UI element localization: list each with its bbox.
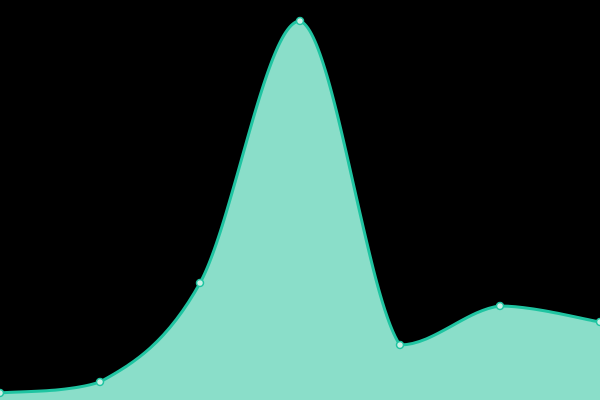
- data-point-marker-0[interactable]: [0, 388, 5, 398]
- data-point-marker-2[interactable]: [195, 278, 205, 288]
- area-fill-path: [0, 21, 600, 400]
- data-point-marker-4[interactable]: [395, 340, 405, 350]
- data-point-marker-5[interactable]: [495, 301, 505, 311]
- data-point-markers: [0, 16, 600, 398]
- data-point-marker-1[interactable]: [95, 377, 105, 387]
- data-point-marker-3[interactable]: [295, 16, 305, 26]
- data-point-marker-6[interactable]: [595, 317, 600, 327]
